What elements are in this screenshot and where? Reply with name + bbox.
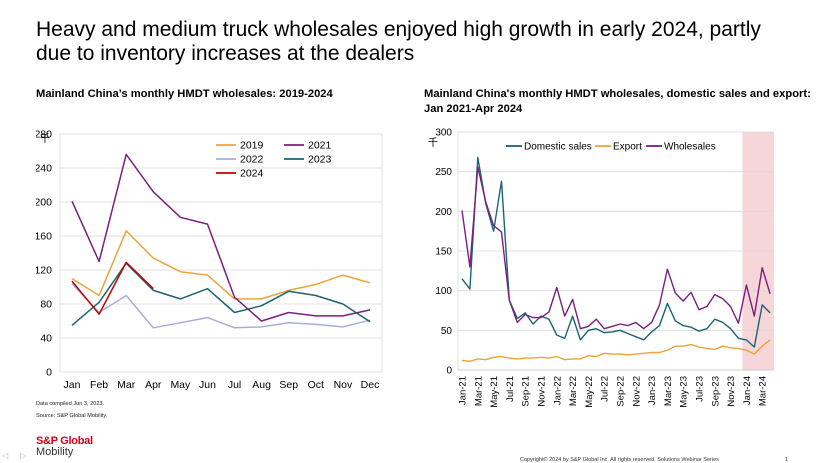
x-tick-label: Jul-22 <box>600 376 611 402</box>
y-tick-label: 300 <box>435 128 452 139</box>
x-tick-label: Jul-23 <box>694 376 705 402</box>
next-slide-icon[interactable]: ▷ <box>20 451 27 460</box>
series-line-wholesales <box>461 166 771 330</box>
x-tick-label: Jan-21 <box>457 376 468 405</box>
y-tick-label: 100 <box>435 286 452 297</box>
x-tick-label: Nov-23 <box>726 376 737 407</box>
x-tick-label: Jan <box>64 379 81 391</box>
x-tick-label: Sep-22 <box>615 376 626 407</box>
legend-label-domestic-sales: Domestic sales <box>524 142 592 153</box>
x-tick-label: Nov <box>334 379 353 391</box>
y-tick-label: 50 <box>441 326 453 337</box>
x-tick-label: Jul <box>228 379 241 391</box>
x-tick-label: Sep <box>279 379 298 391</box>
sp-global-mobility-logo: S&P Global Mobility <box>36 436 93 458</box>
x-tick-label: Mar <box>117 379 136 391</box>
x-tick-label: May <box>170 379 191 391</box>
y-axis-label: 千 <box>40 133 50 145</box>
series-line-2024 <box>71 261 154 315</box>
x-tick-label: Sep-21 <box>521 376 532 407</box>
x-tick-label: May-21 <box>489 376 500 408</box>
data-compiled-note: Data compiled Jun 3, 2023. <box>36 401 105 407</box>
y-tick-label: 0 <box>46 367 52 379</box>
left-chart-title: Mainland China’s monthly HMDT wholesales… <box>36 88 333 100</box>
legend-label-2022: 2022 <box>240 154 264 166</box>
logo-line1: S&P Global <box>36 435 93 447</box>
x-tick-label: Mar-22 <box>568 376 579 406</box>
series-line-2022 <box>71 283 371 329</box>
logo-line2: Mobility <box>36 446 74 458</box>
x-tick-label: Oct <box>308 379 324 391</box>
series-line-domestic-sales <box>461 156 771 348</box>
x-tick-label: Jan-22 <box>552 376 563 405</box>
y-tick-label: 40 <box>40 333 52 345</box>
y-axis-label: 千 <box>428 137 438 149</box>
x-tick-label: Mar-23 <box>663 376 674 406</box>
prev-slide-icon[interactable]: ◁ <box>2 451 9 460</box>
series-line-2021 <box>71 153 371 322</box>
x-tick-label: Sep-23 <box>710 376 721 407</box>
y-tick-label: 200 <box>36 197 52 209</box>
y-tick-label: 250 <box>435 167 452 178</box>
y-tick-label: 240 <box>36 163 52 175</box>
right-chart-title: Mainland China's monthly HMDT wholesales… <box>424 88 811 115</box>
slide-title: Heavy and medium truck wholesales enjoye… <box>36 18 761 65</box>
legend-label-2019: 2019 <box>240 140 264 152</box>
x-tick-label: Aug <box>252 379 271 391</box>
page-number: 1 <box>785 457 789 463</box>
legend-label-export: Export <box>613 142 642 153</box>
x-tick-label: May-22 <box>584 376 595 408</box>
x-tick-label: Nov-21 <box>536 376 547 407</box>
x-tick-label: Mar-21 <box>473 376 484 406</box>
source-note: Source: S&P Global Mobility. <box>36 413 108 419</box>
x-tick-label: Nov-22 <box>631 376 642 407</box>
copyright-footer: Copyright© 2024 by S&P Global Inc. All r… <box>520 457 719 463</box>
x-tick-label: Dec <box>361 379 380 391</box>
legend-label-wholesales: Wholesales <box>664 142 716 153</box>
y-tick-label: 0 <box>446 366 452 377</box>
x-tick-label: Jun <box>199 379 216 391</box>
y-tick-label: 120 <box>36 265 52 277</box>
y-tick-label: 150 <box>435 247 452 258</box>
x-tick-label: Jul-21 <box>505 376 516 402</box>
series-line-2019 <box>71 230 371 300</box>
y-tick-label: 200 <box>435 207 452 218</box>
x-tick-label: Apr <box>145 379 162 391</box>
y-tick-label: 160 <box>36 231 52 243</box>
x-tick-label: Jan-23 <box>647 376 658 405</box>
x-tick-label: Feb <box>90 379 108 391</box>
legend-label-2024: 2024 <box>240 168 264 180</box>
y-tick-label: 280 <box>36 129 52 141</box>
x-tick-label: Jan-24 <box>742 376 753 405</box>
plot-area <box>59 133 383 373</box>
x-tick-label: Mar-24 <box>758 376 769 406</box>
legend-label-2021: 2021 <box>308 140 332 152</box>
y-tick-label: 80 <box>40 299 52 311</box>
series-line-export <box>461 339 771 362</box>
legend-label-2023: 2023 <box>308 154 332 166</box>
x-tick-label: May-23 <box>679 376 690 408</box>
